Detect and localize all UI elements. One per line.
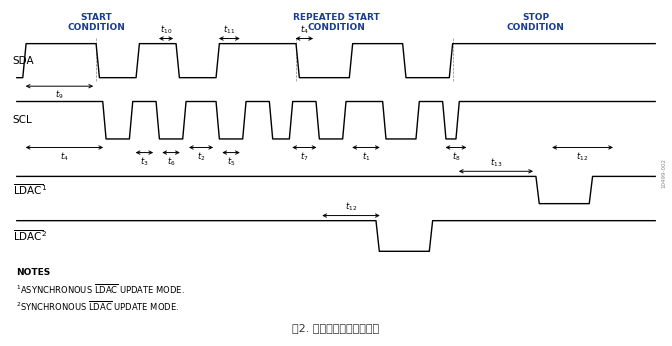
Text: $t_2$: $t_2$ <box>197 150 205 163</box>
Text: $t_4$: $t_4$ <box>300 23 308 36</box>
Text: $\overline{\mathrm{LDAC}}^1$: $\overline{\mathrm{LDAC}}^1$ <box>13 183 47 197</box>
Text: $t_{10}$: $t_{10}$ <box>160 23 172 36</box>
Text: $t_6$: $t_6$ <box>167 155 175 168</box>
Text: $t_{12}$: $t_{12}$ <box>345 200 357 213</box>
Text: $t_1$: $t_1$ <box>362 150 370 163</box>
Text: SCL: SCL <box>13 115 32 125</box>
Text: $^2$SYNCHRONOUS $\overline{\mathrm{LDAC}}$ UPDATE MODE.: $^2$SYNCHRONOUS $\overline{\mathrm{LDAC}… <box>16 299 179 313</box>
Text: STOP
CONDITION: STOP CONDITION <box>507 13 565 33</box>
Text: $t_{11}$: $t_{11}$ <box>223 23 235 36</box>
Text: $^1$ASYNCHRONOUS $\overline{\mathrm{LDAC}}$ UPDATE MODE.: $^1$ASYNCHRONOUS $\overline{\mathrm{LDAC… <box>16 282 185 296</box>
Text: $t_4$: $t_4$ <box>60 150 69 163</box>
Text: SDA: SDA <box>13 56 34 66</box>
Text: $t_7$: $t_7$ <box>300 150 308 163</box>
Text: 10499-002: 10499-002 <box>661 158 666 188</box>
Text: $t_9$: $t_9$ <box>55 89 64 101</box>
Text: $t_3$: $t_3$ <box>140 155 149 168</box>
Text: $t_8$: $t_8$ <box>452 150 460 163</box>
Text: $t_{13}$: $t_{13}$ <box>490 156 502 169</box>
Text: 图2. 双线式串行接口時序圖: 图2. 双线式串行接口時序圖 <box>292 323 380 333</box>
Text: $\overline{\mathrm{LDAC}}^2$: $\overline{\mathrm{LDAC}}^2$ <box>13 229 47 243</box>
Text: START
CONDITION: START CONDITION <box>67 13 125 33</box>
Text: $t_{12}$: $t_{12}$ <box>577 150 589 163</box>
Text: NOTES: NOTES <box>16 268 50 277</box>
Text: $t_5$: $t_5$ <box>226 155 235 168</box>
Text: REPEATED START
CONDITION: REPEATED START CONDITION <box>292 13 380 33</box>
